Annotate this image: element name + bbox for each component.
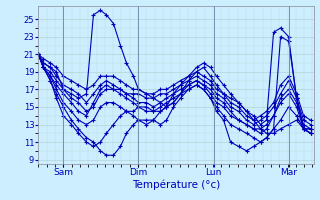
X-axis label: Température (°c): Température (°c) [132,180,220,190]
